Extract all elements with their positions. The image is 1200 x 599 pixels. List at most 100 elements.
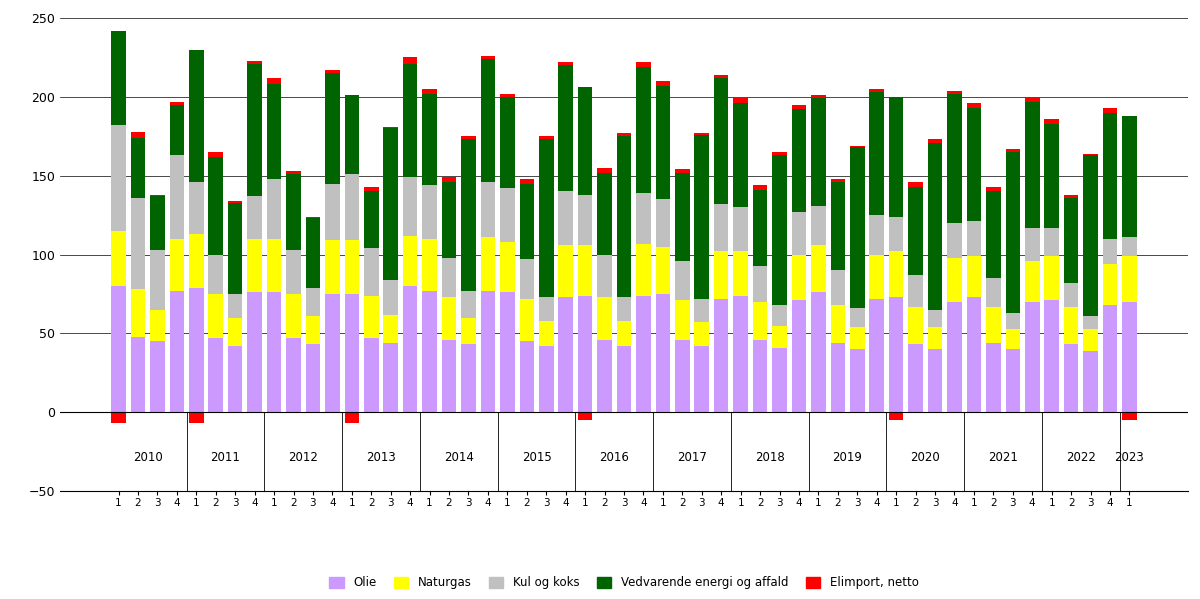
Bar xyxy=(578,87,593,195)
Bar xyxy=(228,346,242,412)
Bar xyxy=(190,288,204,412)
Bar xyxy=(889,97,904,217)
Bar xyxy=(1064,198,1079,283)
Bar xyxy=(889,412,904,420)
Bar xyxy=(481,59,496,182)
Bar xyxy=(752,185,767,190)
Bar xyxy=(676,173,690,261)
Bar xyxy=(617,137,631,297)
Bar xyxy=(287,338,301,412)
Bar xyxy=(1025,228,1039,261)
Bar xyxy=(889,252,904,297)
Bar xyxy=(461,317,475,344)
Bar xyxy=(636,244,650,295)
Bar xyxy=(442,182,456,258)
Bar xyxy=(695,322,709,346)
Text: 2016: 2016 xyxy=(599,451,629,464)
Bar xyxy=(500,188,515,242)
Bar xyxy=(422,89,437,93)
Bar xyxy=(617,346,631,412)
Bar xyxy=(928,349,942,412)
Legend: Olie, Naturgas, Kul og koks, Vedvarende energi og affald, Elimport, netto: Olie, Naturgas, Kul og koks, Vedvarende … xyxy=(330,576,918,589)
Bar xyxy=(539,321,553,346)
Bar xyxy=(344,174,359,240)
Bar xyxy=(247,292,262,412)
Bar xyxy=(636,67,650,193)
Text: 2013: 2013 xyxy=(366,451,396,464)
Bar xyxy=(461,344,475,412)
Bar xyxy=(306,218,320,288)
Bar xyxy=(850,349,864,412)
Bar xyxy=(752,340,767,412)
Bar xyxy=(752,265,767,302)
Bar xyxy=(266,84,281,179)
Bar xyxy=(169,155,184,239)
Bar xyxy=(811,98,826,205)
Bar xyxy=(500,93,515,97)
Bar xyxy=(325,70,340,73)
Bar xyxy=(1044,123,1058,228)
Text: 2012: 2012 xyxy=(288,451,318,464)
Bar xyxy=(209,338,223,412)
Bar xyxy=(520,179,534,183)
Bar xyxy=(306,288,320,316)
Text: 2022: 2022 xyxy=(1066,451,1096,464)
Bar xyxy=(403,63,418,177)
Bar xyxy=(908,344,923,412)
Bar xyxy=(889,297,904,412)
Bar xyxy=(1103,108,1117,113)
Bar xyxy=(578,245,593,295)
Bar xyxy=(209,152,223,157)
Bar xyxy=(1025,302,1039,412)
Bar xyxy=(830,343,845,412)
Bar xyxy=(986,307,1001,343)
Bar xyxy=(1006,313,1020,329)
Bar xyxy=(733,207,748,252)
Bar xyxy=(364,338,378,412)
Bar xyxy=(733,295,748,412)
Bar xyxy=(733,103,748,207)
Bar xyxy=(598,297,612,340)
Bar xyxy=(422,185,437,239)
Bar xyxy=(306,316,320,344)
Bar xyxy=(598,168,612,173)
Bar xyxy=(1084,316,1098,329)
Bar xyxy=(461,291,475,317)
Bar xyxy=(967,297,982,412)
Bar xyxy=(733,252,748,295)
Bar xyxy=(1025,261,1039,302)
Bar xyxy=(442,258,456,297)
Bar xyxy=(928,143,942,310)
Bar xyxy=(209,255,223,294)
Bar xyxy=(344,412,359,423)
Bar xyxy=(481,56,496,59)
Bar xyxy=(500,292,515,412)
Text: 2019: 2019 xyxy=(833,451,863,464)
Bar xyxy=(228,294,242,317)
Bar xyxy=(1103,239,1117,264)
Bar xyxy=(131,337,145,412)
Text: 2023: 2023 xyxy=(1115,451,1145,464)
Bar xyxy=(578,195,593,245)
Bar xyxy=(947,93,961,223)
Bar xyxy=(986,192,1001,278)
Bar xyxy=(1044,300,1058,412)
Bar xyxy=(986,343,1001,412)
Bar xyxy=(714,252,728,299)
Bar xyxy=(947,90,961,93)
Bar xyxy=(169,105,184,155)
Bar xyxy=(811,292,826,412)
Bar xyxy=(598,255,612,297)
Bar xyxy=(792,212,806,255)
Bar xyxy=(306,344,320,412)
Bar xyxy=(306,217,320,218)
Bar xyxy=(403,58,418,63)
Bar xyxy=(714,204,728,252)
Bar xyxy=(247,60,262,63)
Bar xyxy=(617,321,631,346)
Bar xyxy=(1006,152,1020,313)
Bar xyxy=(520,183,534,259)
Bar xyxy=(967,103,982,108)
Bar xyxy=(422,93,437,185)
Bar xyxy=(364,295,378,338)
